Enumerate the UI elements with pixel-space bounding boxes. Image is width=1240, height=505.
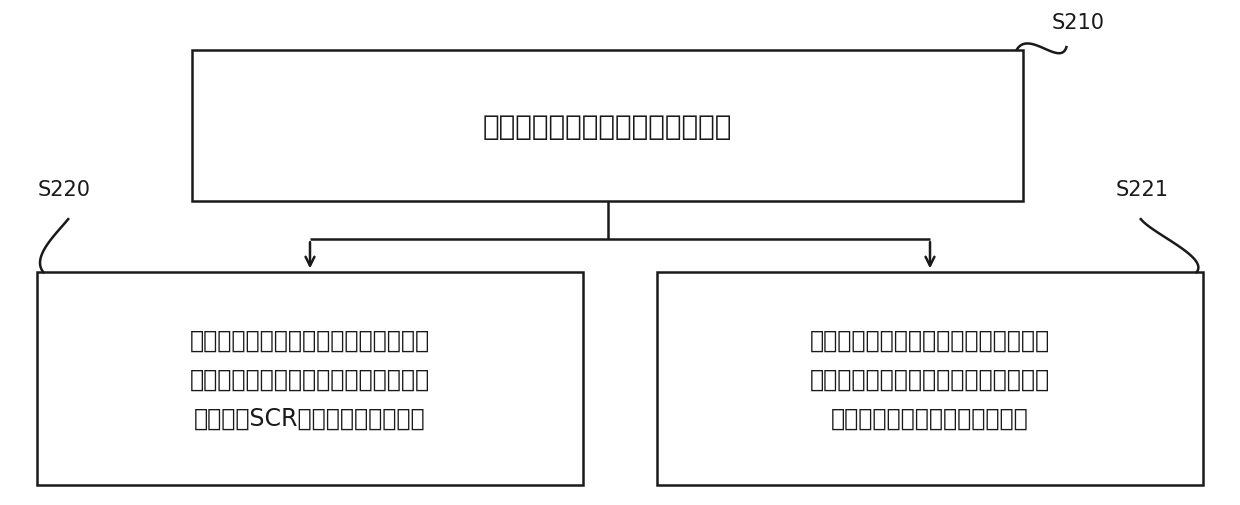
Bar [192,50,1023,202]
Bar [37,273,583,485]
Text: 环境温度传感器获取当前环境温度: 环境温度传感器获取当前环境温度 [482,112,733,140]
Text: S220: S220 [37,179,91,199]
Text: 在检测到当前环境温度大于第一温度阈
值时，根据修正因子修正原机排放模型
，以控制SCR装置的还原剂喷射量: 在检测到当前环境温度大于第一温度阈 值时，根据修正因子修正原机排放模型 ，以控制… [190,328,430,430]
Bar [657,273,1203,485]
Text: S210: S210 [1052,13,1105,33]
Text: 在检测到当前环境温度小于或等于第一
温度阈值时，控制发动机的运行状态以
降低发动机排放的氮氧化物浓度: 在检测到当前环境温度小于或等于第一 温度阈值时，控制发动机的运行状态以 降低发动… [810,328,1050,430]
Text: S221: S221 [1116,179,1169,199]
